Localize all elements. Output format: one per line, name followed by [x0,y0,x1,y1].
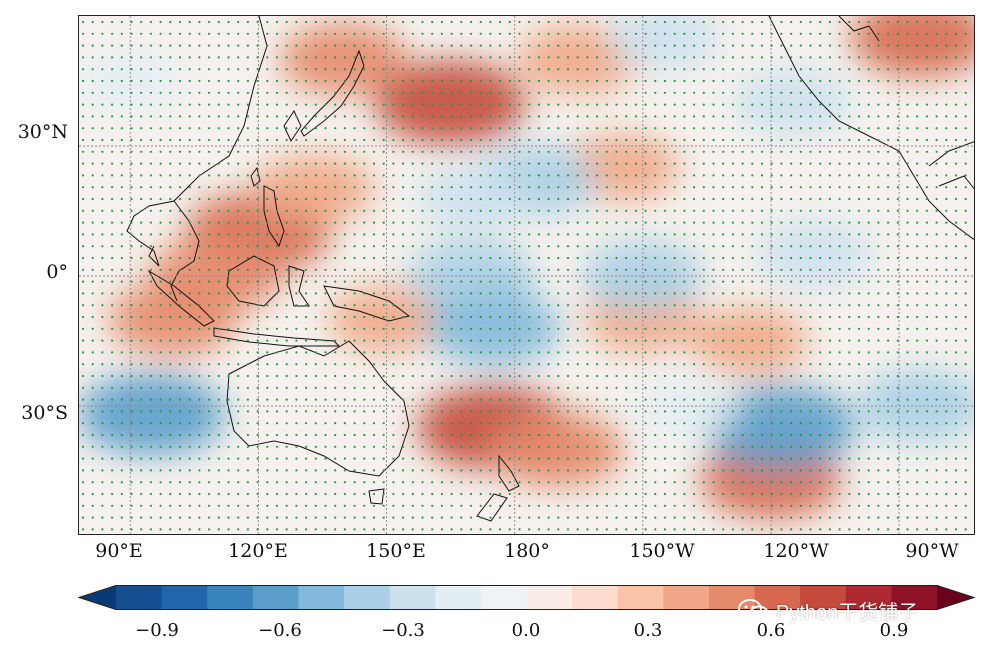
anomaly-blob-6 [517,24,640,94]
colorbar-cell-17 [845,585,892,610]
lon-label-90e: 90°E [95,540,143,562]
colorbar-cell-13 [663,585,710,610]
colorbar-cell-10 [526,585,573,610]
lat-label-equator: 0° [46,261,68,283]
lon-label-120e: 120°E [228,540,288,562]
colorbar-tick-0.3: 0.3 [633,620,663,641]
colorbar-tick-neg-0.6: −0.6 [258,620,302,641]
watermark: Python干货铺子 [738,596,918,625]
colorbar-tick-0.6: 0.6 [756,620,786,641]
lon-label-120w: 120°W [763,540,829,562]
anomaly-blob-7 [850,16,974,77]
anomaly-blob-19 [416,166,527,230]
anomaly-blob-17 [755,221,872,288]
colorbar-cell-6 [344,585,391,610]
colorbar-cell-18 [891,585,938,610]
colorbar-cell-5 [298,585,345,610]
colorbar-cell-19 [937,585,974,610]
anomaly-blob-21 [79,374,225,456]
coastlines [126,16,974,522]
colorbar-cell-14 [708,585,756,610]
anomaly-blob-3 [252,154,375,224]
tasmania-coastline [368,488,385,505]
colorbar-tick-neg-0.3: −0.3 [381,620,425,641]
anomaly-field [79,16,974,519]
anomaly-blob-11 [328,286,445,353]
watermark-text: Python干货铺子 [776,602,919,624]
colorbar-cell-12 [617,585,664,610]
wechat-icon [738,598,769,622]
anomaly-blob-2 [108,283,237,356]
colorbar-cell-7 [389,585,436,610]
central-america-coastline [928,141,974,190]
alaska-coastline [838,16,880,42]
anomaly-map [79,16,974,534]
colorbar-cell-1 [116,585,163,610]
map-panel [78,15,975,535]
australia-coastline [226,340,410,477]
colorbar-outline [78,585,975,610]
anomaly-blob-13 [691,308,808,374]
anomaly-blob-9 [490,411,625,487]
colorbar-cell-11 [572,585,619,610]
colorbar-tick-0.9: 0.9 [879,620,909,641]
anomaly-blob-22 [703,385,856,470]
anomaly-blob-24 [734,69,851,136]
colorbar-cell-4 [252,585,299,610]
lat-label-30n: 30°N [17,121,68,143]
north-america-coastline [768,16,974,241]
colorbar-cell-16 [800,585,847,610]
indochina-coastline [148,200,200,302]
significance-stippling [81,20,967,531]
colorbar-cell-0 [79,585,116,610]
korea-coastline [283,109,302,143]
japan-coastline [300,49,365,137]
lon-label-150w: 150°W [629,540,695,562]
colorbar-tick-neg-0.9: −0.9 [135,620,179,641]
colorbar-cell-3 [207,585,254,610]
lat-label-30s: 30°S [21,402,68,424]
lon-label-180: 180° [504,540,550,562]
colorbar [78,585,975,610]
colorbar-cell-8 [435,585,482,610]
anomaly-blob-25 [609,16,720,70]
taiwan-coastline [250,166,261,187]
sulawesi-coastline [288,265,310,307]
colorbar-cell-2 [161,585,208,610]
philippines-coastline [263,185,285,248]
java-coastline [213,327,341,347]
anomaly-blob-20 [426,290,561,366]
anomaly-blob-27 [633,376,738,436]
sumatra-coastline [147,269,215,327]
lon-label-150e: 150°E [366,540,426,562]
graticule [79,16,974,534]
anomaly-blob-5 [279,23,408,96]
colorbar-cell-9 [480,585,527,610]
lon-label-90w: 90°W [905,540,959,562]
newzealand-coastline [476,454,520,522]
colorbar-tick-0.0: 0.0 [511,620,541,641]
